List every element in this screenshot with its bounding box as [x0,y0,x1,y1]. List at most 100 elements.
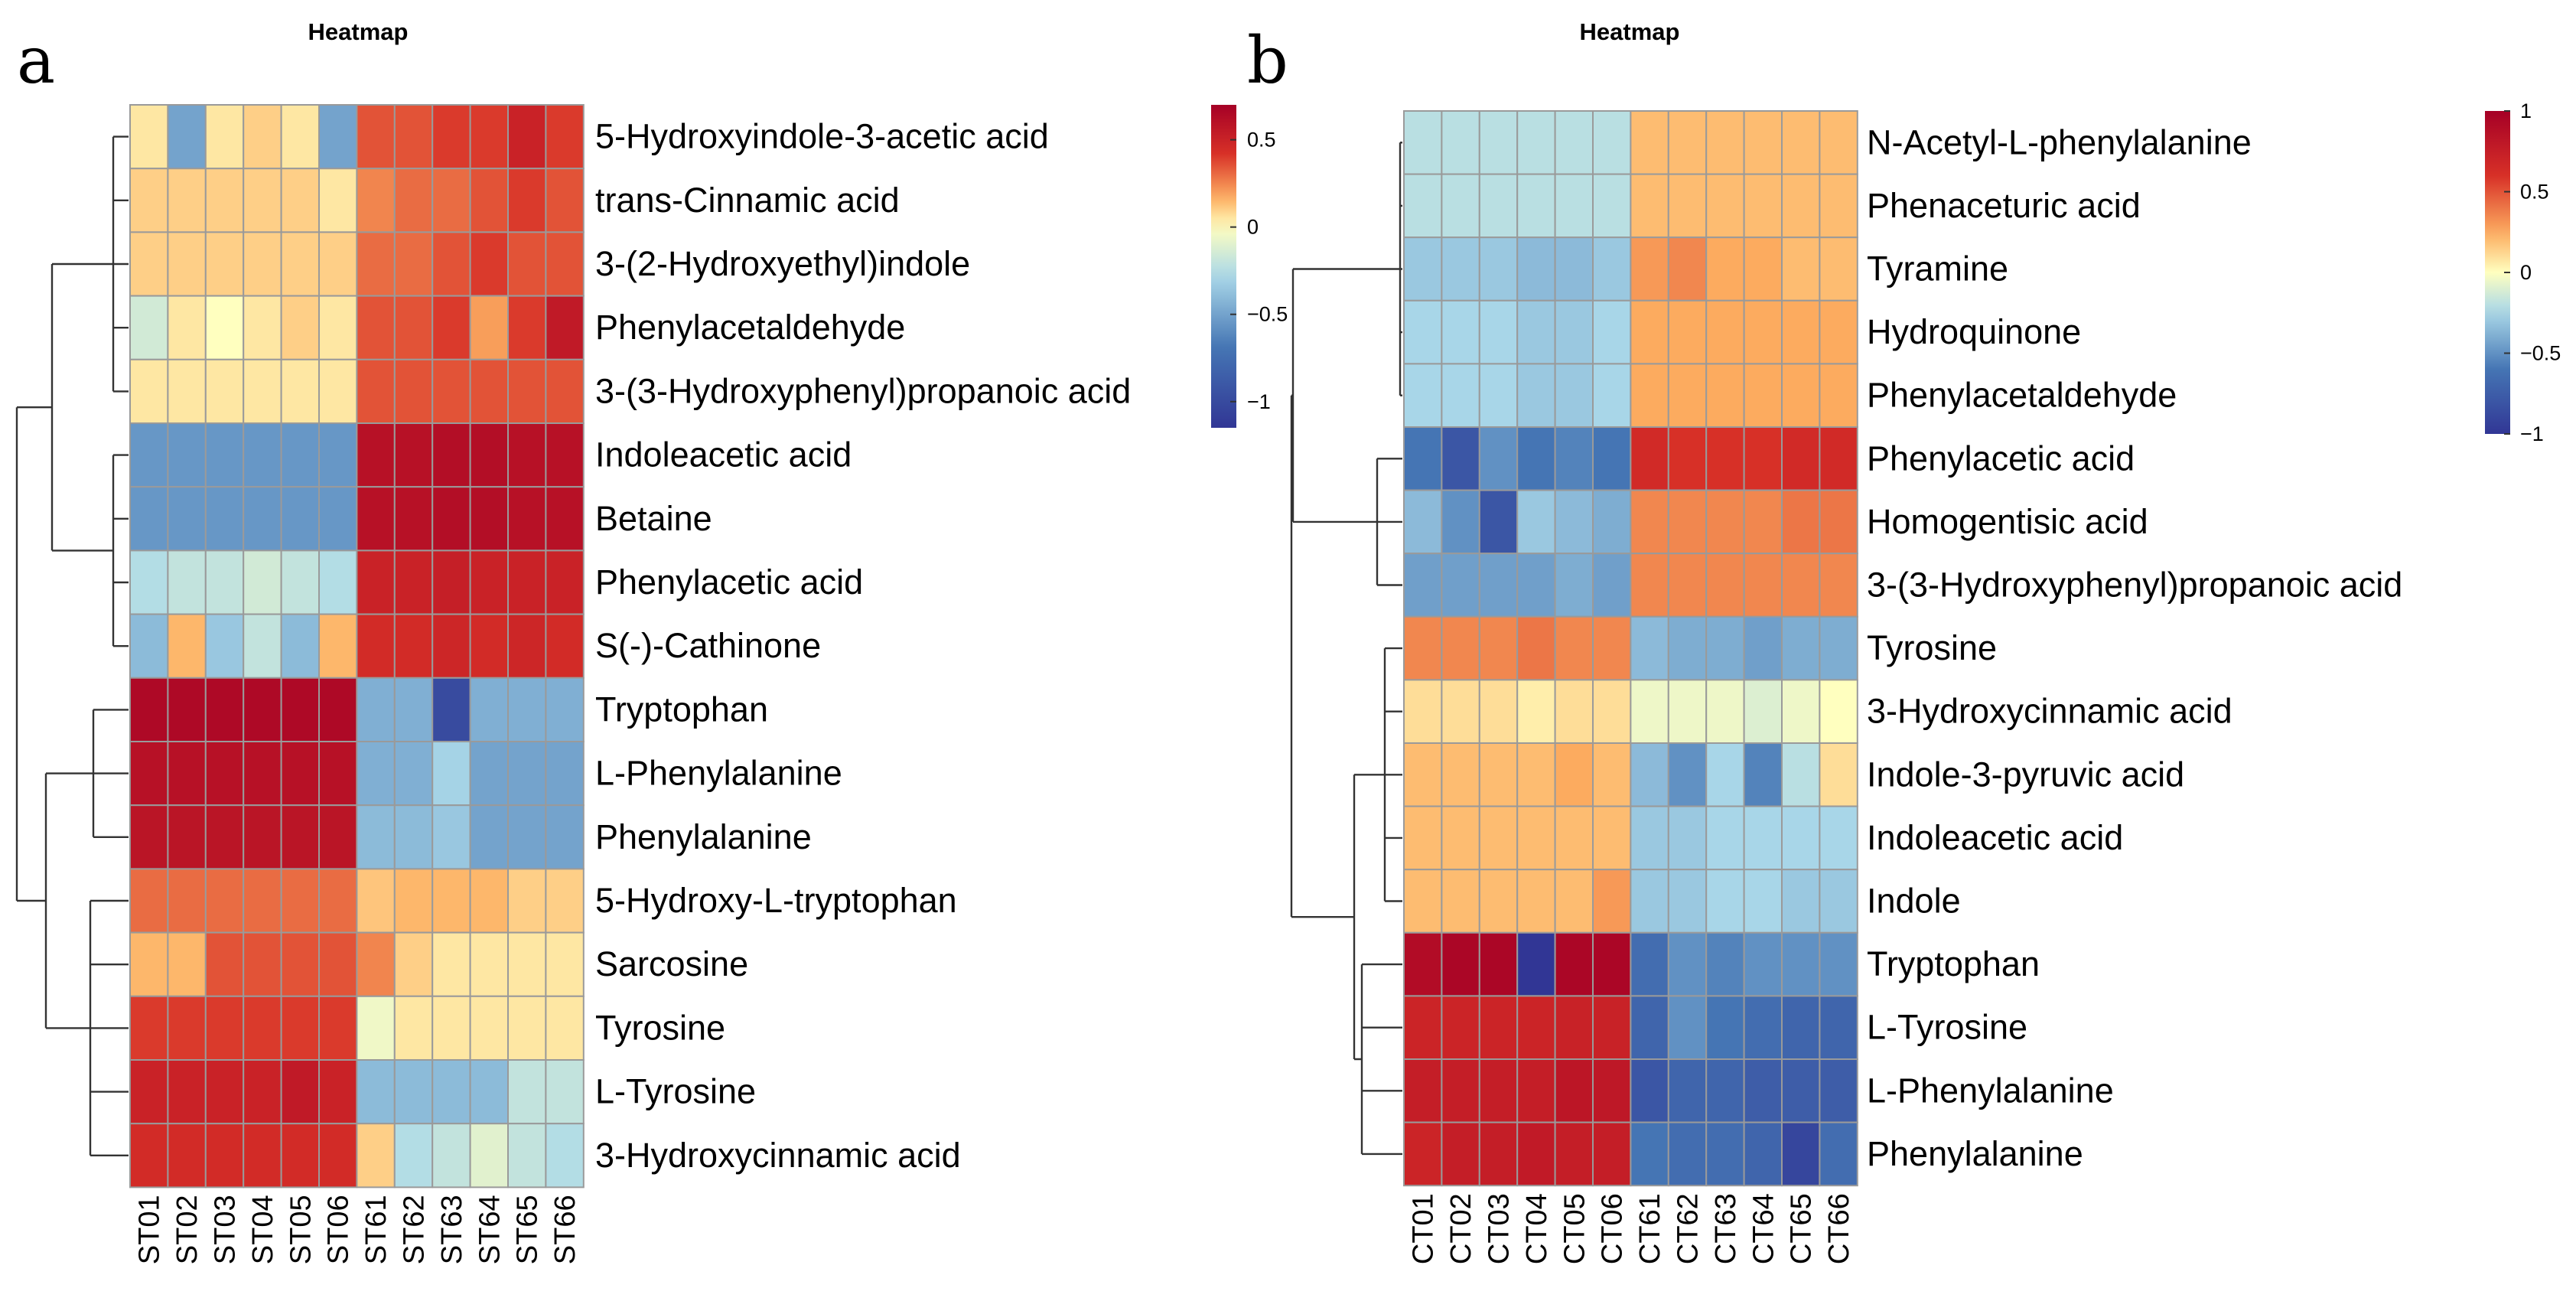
legend-colorbar-a [1211,105,1236,428]
heatmap-cell [469,677,509,742]
heatmap-cell [1478,299,1519,365]
heatmap-cell [1403,805,1443,871]
heatmap-cell [1554,173,1594,239]
heatmap-cell [1743,995,1783,1061]
color-legend-a: 0.5 0 −0.5 −1 [1211,105,1288,428]
heatmap-cell [129,295,169,360]
column-label: ST62 [399,1195,431,1264]
heatmap-cell [469,995,509,1061]
heatmap-cell [1705,995,1745,1061]
heatmap-cell [129,231,169,297]
heatmap-cell [1592,363,1632,428]
heatmap-cell [1667,931,1708,997]
heatmap-cell [167,358,207,424]
heatmap-cell [1781,236,1821,302]
heatmap-cell [356,804,396,870]
heatmap-cell [1667,742,1708,807]
heatmap-cell [280,804,321,870]
heatmap-panel-a: a Heatmap 5-Hydroxyindole-3-acetic acid t… [15,18,1288,1264]
legend-tick-label: −1 [1247,390,1271,413]
heatmap-cell [469,422,509,488]
heatmap-cell [545,1123,585,1189]
heatmap-cell [1630,615,1669,681]
heatmap-cell [1743,931,1783,997]
heatmap-cell [1819,1058,1858,1123]
heatmap-cell [204,868,245,934]
heatmap-cell [469,804,509,870]
heatmap-title-a: Heatmap [308,18,409,45]
heatmap-cell [507,677,547,742]
heatmap-cell [204,741,245,807]
heatmap-cell [1441,615,1480,681]
heatmap-cell [545,358,585,424]
heatmap-cell [204,104,245,170]
heatmap-cell [318,422,358,488]
heatmap-cell [507,231,547,297]
row-label: Phenylalanine [1867,1134,2083,1173]
heatmap-cell [469,358,509,424]
heatmap-cell [280,677,321,742]
row-label: Phenylalanine [595,817,812,856]
heatmap-cell [1441,995,1480,1061]
heatmap-cell [1403,869,1443,934]
heatmap-cell [507,613,547,679]
heatmap-cell [129,995,169,1061]
heatmap-cell [1592,110,1632,175]
heatmap-cell [1554,1121,1594,1187]
heatmap-cell [432,931,471,997]
heatmap-cell [507,168,547,233]
heatmap-cell [507,358,547,424]
legend-tick-label: 0.5 [1247,129,1276,152]
heatmap-cell [1667,426,1708,491]
heatmap-cell [280,549,321,615]
row-label: L-Phenylalanine [1867,1071,2114,1110]
heatmap-cell [1441,805,1480,871]
heatmap-cell [1743,615,1783,681]
heatmap-cell [1441,742,1480,807]
heatmap-cell [1781,615,1821,681]
heatmap-cell [432,613,471,679]
row-label: Phenylacetic acid [1867,439,2135,478]
heatmap-cell [356,358,396,424]
row-label: Betaine [595,499,712,538]
heatmap-cell [1403,995,1443,1061]
column-label: ST06 [323,1195,355,1264]
heatmap-cell [432,231,471,297]
heatmap-cell [280,486,321,552]
heatmap-cell [1478,869,1519,934]
heatmap-cell [1516,1058,1556,1123]
heatmap-cell [545,486,585,552]
heatmap-cell [318,677,358,742]
heatmap-cell [243,868,282,934]
heatmap-cell [1743,426,1783,491]
heatmap-cell [280,1123,321,1189]
heatmap-cell [393,358,434,424]
heatmap-cell [1403,679,1443,745]
heatmap-cell [243,1059,282,1125]
column-labels-b: CT01 CT02 CT03 CT04 CT05 CT06 CT61 CT62 CT63 CT64… [1408,1193,1855,1264]
heatmap-cell [1705,805,1745,871]
heatmap-cell [129,422,169,488]
heatmap-cell [545,168,585,233]
heatmap-cell [1403,553,1443,618]
heatmap-cell [507,104,547,170]
heatmap-cell [129,168,169,233]
heatmap-cell [1630,173,1669,239]
heatmap-cell [1705,1121,1745,1187]
dendrogram-root [1290,394,1354,918]
heatmap-cell [507,1123,547,1189]
heatmap-cell [1705,869,1745,934]
column-label: CT02 [1445,1193,1477,1264]
heatmap-cell [167,104,207,170]
heatmap-cell [356,741,396,807]
column-label: ST04 [247,1195,279,1264]
heatmap-cell [243,231,282,297]
legend-tick-label: 0 [1247,216,1259,239]
heatmap-cell [318,486,358,552]
heatmap-cell [545,295,585,360]
row-label: 3-Hydroxycinnamic acid [1867,692,2232,731]
heatmap-cell [280,168,321,233]
heatmap-cell [1781,110,1821,175]
heatmap-cell [204,1059,245,1125]
